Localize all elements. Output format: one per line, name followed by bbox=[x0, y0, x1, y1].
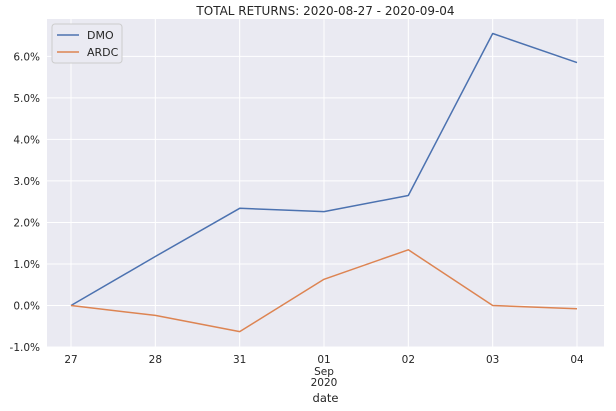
y-tick-label: 3.0% bbox=[13, 176, 40, 188]
y-tick-label: 5.0% bbox=[13, 93, 40, 105]
legend: DMO ARDC bbox=[51, 23, 123, 64]
y-tick-label: -1.0% bbox=[10, 342, 40, 354]
series-lines bbox=[70, 32, 578, 333]
x-tick-label: 03 bbox=[486, 354, 499, 366]
x-axis-label: date bbox=[313, 391, 339, 405]
series-line-dmo bbox=[70, 32, 578, 307]
x-tick-sublabel: 2020 bbox=[311, 377, 338, 389]
y-tick-label: 6.0% bbox=[13, 51, 40, 63]
y-tick-label: 2.0% bbox=[13, 217, 40, 229]
x-tick-label: 04 bbox=[570, 354, 584, 366]
y-tick-label: 4.0% bbox=[13, 134, 40, 146]
legend-label: ARDC bbox=[87, 46, 119, 59]
legend-label: DMO bbox=[87, 29, 114, 42]
chart-title: TOTAL RETURNS: 2020-08-27 - 2020-09-04 bbox=[195, 4, 454, 18]
series-line-ardc bbox=[70, 249, 578, 333]
y-axis-ticks: -1.0% 0.0% 1.0% 2.0% 3.0% 4.0% 5.0% 6.0% bbox=[10, 51, 40, 354]
grid-lines bbox=[47, 19, 604, 348]
plot-area bbox=[47, 19, 604, 347]
x-tick-label: 02 bbox=[402, 354, 415, 366]
x-tick-sublabel: Sep bbox=[314, 366, 334, 378]
x-tick-label: 28 bbox=[149, 354, 162, 366]
legend-box bbox=[51, 23, 123, 64]
x-tick-label: 31 bbox=[233, 354, 246, 366]
x-tick-label: 01 bbox=[317, 354, 330, 366]
y-tick-label: 1.0% bbox=[13, 259, 40, 271]
y-tick-label: 0.0% bbox=[13, 300, 40, 312]
x-tick-label: 27 bbox=[64, 354, 77, 366]
